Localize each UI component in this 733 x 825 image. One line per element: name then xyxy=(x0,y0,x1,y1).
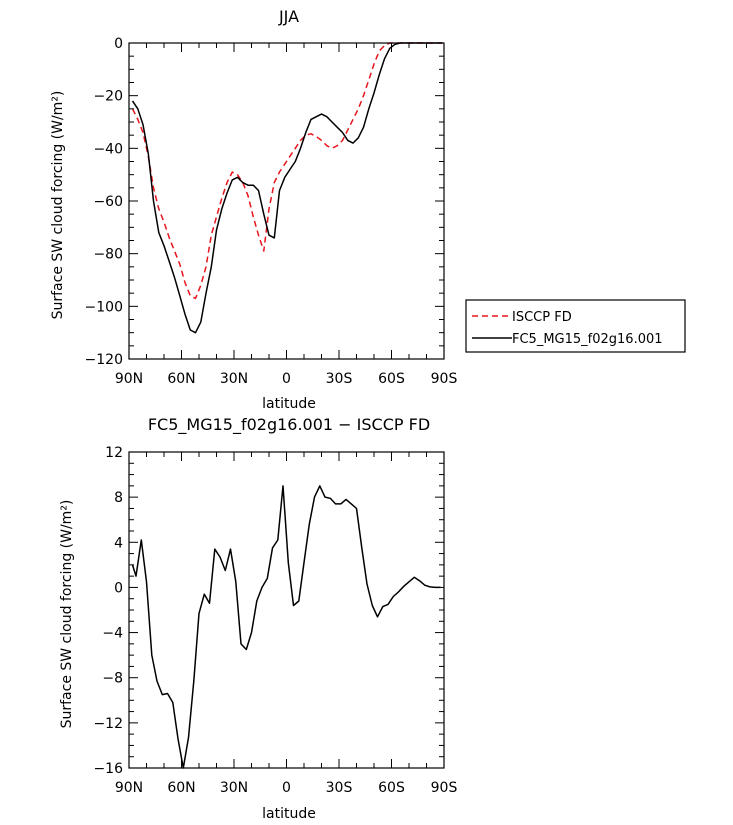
bottom-plot-frame xyxy=(128,451,445,769)
x-tick-label: 90N xyxy=(115,780,143,796)
y-tick-label: −60 xyxy=(93,194,123,210)
x-tick-label: 30N xyxy=(220,780,248,796)
bottom-chart-title: FC5_MG15_f02g16.001 − ISCCP FD xyxy=(148,415,430,435)
y-tick-label: −8 xyxy=(102,671,123,687)
y-tick-label: −4 xyxy=(102,626,123,642)
y-tick-label: −80 xyxy=(93,247,123,263)
y-tick-label: 8 xyxy=(114,490,123,506)
legend: ISCCP FD FC5_MG15_f02g16.001 xyxy=(465,299,686,353)
x-tick-label: 60S xyxy=(378,371,405,387)
legend-label-isccp: ISCCP FD xyxy=(512,310,572,325)
y-tick-label: 12 xyxy=(105,445,123,461)
x-tick-label: 30N xyxy=(220,371,248,387)
x-tick-label: 90S xyxy=(431,371,458,387)
top-chart-title: JJA xyxy=(278,7,299,26)
y-tick-label: −100 xyxy=(85,299,123,315)
legend-box xyxy=(465,299,686,353)
bottom-chart-panel: FC5_MG15_f02g16.001 − ISCCP FD 90N 60N 30N… xyxy=(59,415,457,822)
top-plot-frame xyxy=(128,42,445,360)
x-tick-label: 60N xyxy=(167,371,195,387)
y-tick-label: −20 xyxy=(93,89,123,105)
x-tick-label: 90N xyxy=(115,371,143,387)
bottom-y-axis-label: Surface SW cloud forcing (W/m²) xyxy=(59,500,75,729)
x-tick-label: 60N xyxy=(167,780,195,796)
y-tick-label: 0 xyxy=(114,580,123,596)
x-tick-label: 60S xyxy=(378,780,405,796)
y-tick-label: −16 xyxy=(93,761,123,777)
series-line-0-1 xyxy=(131,42,443,334)
x-tick-label: 30S xyxy=(326,780,353,796)
y-tick-label: 0 xyxy=(114,36,123,52)
top-y-axis-label: Surface SW cloud forcing (W/m²) xyxy=(50,91,66,320)
bottom-x-axis-label: latitude xyxy=(262,806,316,822)
series-line-0-0 xyxy=(131,42,443,300)
x-tick-label: 30S xyxy=(326,371,353,387)
y-tick-label: −12 xyxy=(93,716,123,732)
x-tick-label: 90S xyxy=(431,780,458,796)
x-tick-label: 0 xyxy=(282,780,291,796)
top-x-axis-label: latitude xyxy=(262,396,316,412)
y-tick-label: 4 xyxy=(114,535,123,551)
y-tick-label: −120 xyxy=(85,352,123,368)
y-tick-label: −40 xyxy=(93,141,123,157)
legend-label-model: FC5_MG15_f02g16.001 xyxy=(512,332,663,347)
top-chart-panel: JJA 90N 60N 30N 0 30S 60S 90S 0 −20 −40 −60 −80 −100… xyxy=(50,7,686,412)
x-tick-label: 0 xyxy=(282,371,291,387)
series-line-1-0 xyxy=(131,485,441,769)
